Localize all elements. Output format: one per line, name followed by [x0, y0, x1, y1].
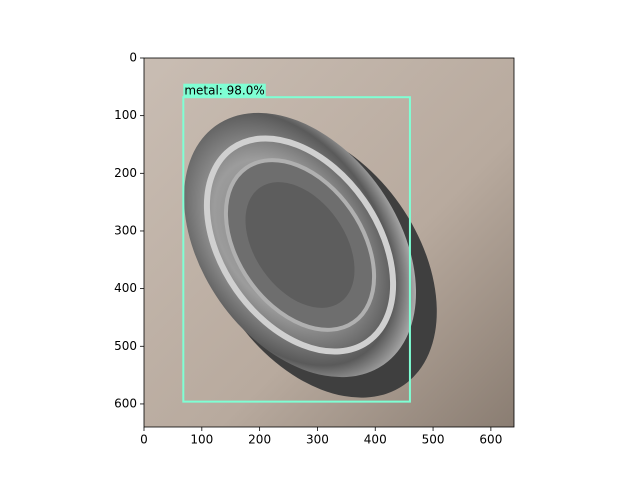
y-tick-label: 300 [114, 223, 137, 237]
label-background [183, 83, 266, 98]
y-tick-label: 400 [114, 281, 137, 295]
axes-frame [143, 57, 515, 428]
detection-box [182, 96, 411, 403]
y-tick-label: 100 [114, 108, 137, 122]
y-tick-label: 0 [129, 51, 137, 65]
x-tick-label: 100 [190, 433, 213, 447]
y-tick-label: 500 [114, 339, 137, 353]
x-tick-label: 600 [479, 433, 502, 447]
x-tick-label: 0 [140, 433, 148, 447]
x-tick-label: 400 [364, 433, 387, 447]
photo [144, 58, 514, 427]
x-tick-label: 500 [422, 433, 445, 447]
y-tick-label: 200 [114, 166, 137, 180]
x-tick-label: 300 [306, 433, 329, 447]
x-tick-label: 200 [248, 433, 271, 447]
y-tick-label: 600 [114, 396, 137, 410]
detection-label: metal: 98.0% [184, 84, 264, 98]
